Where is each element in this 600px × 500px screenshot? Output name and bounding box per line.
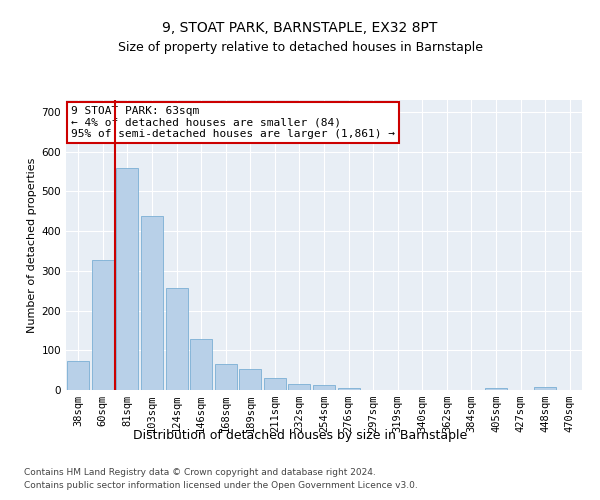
Text: 9 STOAT PARK: 63sqm
← 4% of detached houses are smaller (84)
95% of semi-detache: 9 STOAT PARK: 63sqm ← 4% of detached hou… [71,106,395,139]
Bar [141,216,163,390]
Text: 9, STOAT PARK, BARNSTAPLE, EX32 8PT: 9, STOAT PARK, BARNSTAPLE, EX32 8PT [163,20,437,34]
Bar [190,339,212,390]
Bar [485,388,507,390]
Bar [92,260,114,390]
Bar [239,369,262,390]
Bar [215,364,237,390]
Bar [67,362,89,390]
Text: Distribution of detached houses by size in Barnstaple: Distribution of detached houses by size … [133,428,467,442]
Bar [289,384,310,390]
Bar [338,388,359,390]
Bar [166,288,188,390]
Y-axis label: Number of detached properties: Number of detached properties [28,158,37,332]
Text: Size of property relative to detached houses in Barnstaple: Size of property relative to detached ho… [118,41,482,54]
Bar [534,387,556,390]
Bar [313,385,335,390]
Bar [116,168,139,390]
Text: Contains HM Land Registry data © Crown copyright and database right 2024.: Contains HM Land Registry data © Crown c… [24,468,376,477]
Bar [264,378,286,390]
Text: Contains public sector information licensed under the Open Government Licence v3: Contains public sector information licen… [24,482,418,490]
